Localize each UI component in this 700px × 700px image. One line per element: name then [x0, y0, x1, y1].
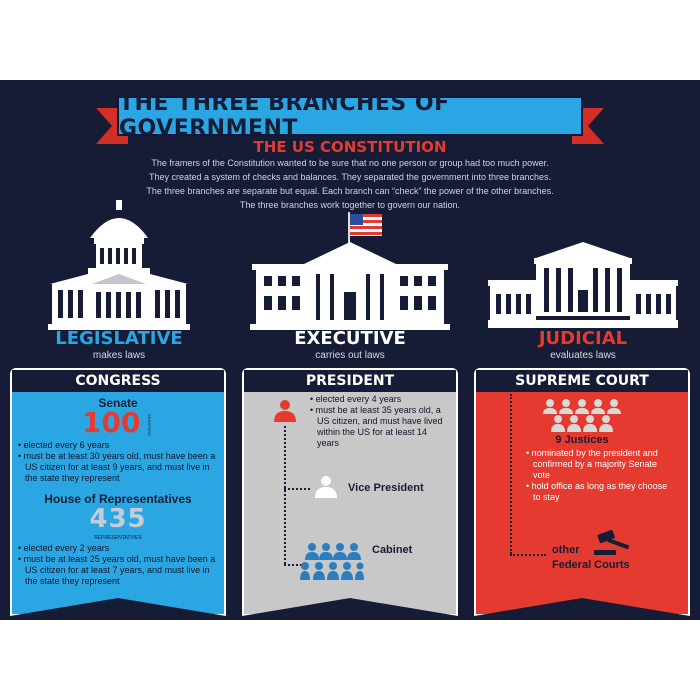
connector-line: [510, 554, 546, 556]
legislative-role: makes laws: [92, 350, 146, 361]
card-notch: [10, 598, 226, 616]
president-bullet: • must be at least 35 years old, a US ci…: [310, 405, 443, 448]
court-bullet: • hold office as long as they choose to …: [526, 481, 668, 502]
title-banner: THE THREE BRANCHES OF GOVERNMENT: [117, 91, 583, 141]
senate-bullet: • must be at least 30 years old, must ha…: [18, 451, 216, 483]
house-bullet: • must be at least 25 years old, must ha…: [18, 554, 216, 586]
judicial-name: JUDICIAL: [538, 328, 628, 349]
supreme-court-body: 9 Justices • nominated by the president …: [476, 392, 688, 614]
justices-icon: [543, 399, 621, 432]
congress-card: CONGRESS Senate 100 SENATORS • elected e…: [10, 368, 226, 616]
senate-bullet-text: must be at least 30 years old, must have…: [23, 451, 216, 483]
connector-line: [510, 394, 512, 554]
house-bullet-text: must be at least 25 years old, must have…: [23, 554, 216, 586]
supreme-court-building-icon: [488, 242, 678, 328]
gavel-icon: [594, 530, 630, 555]
executive-role: carries out laws: [315, 350, 385, 361]
president-bullet: • elected every 4 years: [310, 394, 402, 404]
house-bullet: • elected every 2 years: [18, 543, 110, 553]
connector-line: [284, 488, 310, 490]
intro-line: They created a system of checks and bala…: [148, 172, 552, 182]
president-person-icon: [274, 400, 296, 422]
card-notch: [242, 598, 458, 616]
court-bullet: • nominated by the president and confirm…: [526, 448, 658, 480]
senate-bullet: • elected every 6 years: [18, 440, 110, 450]
card-notch: [474, 598, 690, 616]
president-card: PRESIDENT • elected every 4 years • must…: [242, 368, 458, 616]
house-number: 435: [89, 504, 147, 534]
senate-bullets: • elected every 6 years • must be at lea…: [16, 440, 220, 484]
president-bullet-text: must be at least 35 years old, a US citi…: [315, 405, 443, 448]
judicial-role: evaluates laws: [550, 350, 616, 361]
president-heading: PRESIDENT: [244, 370, 456, 392]
congress-heading: CONGRESS: [12, 370, 224, 392]
president-body: • elected every 4 years • must be at lea…: [244, 392, 456, 614]
intro-line: The framers of the Constitution wanted t…: [151, 158, 549, 168]
other-label: other: [552, 544, 580, 556]
legislative-name: LEGISLATIVE: [55, 328, 183, 349]
intro-text: The framers of the Constitution wanted t…: [110, 156, 590, 212]
congress-body: Senate 100 SENATORS • elected every 6 ye…: [12, 392, 224, 614]
house-title: House of Representatives: [44, 492, 192, 506]
house-bullet-text: elected every 2 years: [23, 543, 110, 553]
house-bullets: • elected every 2 years • must be at lea…: [16, 543, 220, 587]
page-title: THE THREE BRANCHES OF GOVERNMENT: [119, 91, 450, 141]
supreme-court-card: SUPREME COURT 9 Justices • nominated by …: [474, 368, 690, 616]
connector-line: [284, 426, 286, 564]
senate-bullet-text: elected every 6 years: [23, 440, 110, 450]
court-bullets: • nominated by the president and confirm…: [524, 448, 676, 503]
infographic-panel: THE THREE BRANCHES OF GOVERNMENT THE US …: [0, 80, 700, 620]
house-unit: REPRESENTATIVES: [94, 535, 142, 541]
president-bullets: • elected every 4 years • must be at lea…: [308, 394, 450, 449]
intro-line: The three branches work together to gove…: [239, 200, 461, 210]
connector-line: [284, 564, 302, 566]
senate-number: 100: [82, 406, 141, 439]
cabinet-label: Cabinet: [372, 544, 413, 556]
senate-unit: SENATORS: [147, 414, 152, 436]
white-house-icon: [250, 212, 450, 330]
supreme-court-heading: SUPREME COURT: [476, 370, 688, 392]
senate-title: Senate: [98, 396, 138, 410]
executive-name: EXECUTIVE: [294, 328, 406, 349]
vice-president-label: Vice President: [348, 482, 424, 494]
vice-president-icon: [315, 476, 337, 498]
court-bullet-text: nominated by the president and confirmed…: [531, 448, 658, 480]
federal-courts-label: Federal Courts: [552, 559, 630, 571]
cabinet-group-icon: [300, 543, 364, 580]
subtitle: THE US CONSTITUTION: [253, 138, 447, 156]
intro-line: The three branches are separate but equa…: [146, 186, 554, 196]
president-bullet-text: elected every 4 years: [315, 394, 402, 404]
justices-label: 9 Justices: [555, 434, 609, 446]
capitol-building-icon: [48, 200, 190, 330]
court-bullet-text: hold office as long as they choose to st…: [531, 481, 668, 502]
